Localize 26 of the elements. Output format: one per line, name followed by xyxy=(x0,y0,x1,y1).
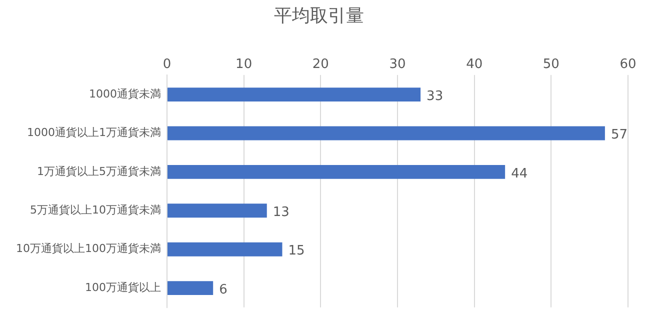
data-label: 33 xyxy=(426,88,444,104)
data-label: 44 xyxy=(511,166,528,182)
chart-title: 平均取引量 xyxy=(274,5,364,26)
y-tick-label: 1000通貨以上1万通貨未満 xyxy=(26,126,161,140)
bar xyxy=(167,126,605,140)
y-tick-label: 5万通貨以上10万通貨未満 xyxy=(30,204,161,217)
bar xyxy=(167,204,267,218)
y-tick-label: 100万通貨以上 xyxy=(84,280,161,294)
x-tick-label: 50 xyxy=(542,56,560,72)
y-tick-label: 1万通貨以上5万通貨未満 xyxy=(36,164,161,178)
data-label: 6 xyxy=(219,282,228,298)
bar xyxy=(167,164,506,179)
x-tick-label: 20 xyxy=(312,56,329,72)
y-tick-label: 1000通貨未満 xyxy=(88,87,161,100)
x-tick-label: 0 xyxy=(162,56,172,72)
x-tick-label: 60 xyxy=(620,56,636,72)
data-label: 13 xyxy=(272,205,290,220)
x-tick-label: 30 xyxy=(389,56,406,72)
x-tick-label: 40 xyxy=(466,56,483,72)
data-label: 15 xyxy=(288,244,305,259)
x-tick-label: 10 xyxy=(236,56,252,72)
bar xyxy=(167,242,282,256)
data-label: 57 xyxy=(610,128,628,143)
y-tick-label: 10万通貨以上100万通貨未満 xyxy=(16,242,161,256)
bar xyxy=(167,88,421,102)
bar xyxy=(167,281,214,296)
